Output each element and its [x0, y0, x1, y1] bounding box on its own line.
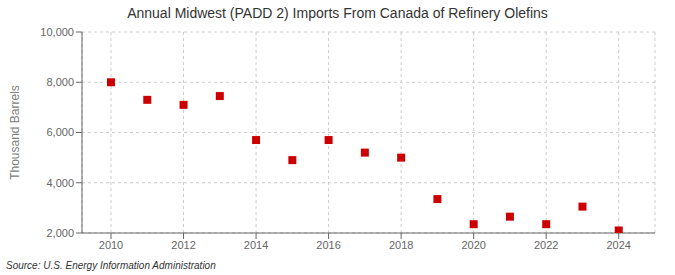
svg-text:2024: 2024	[606, 239, 630, 251]
svg-text:6,000: 6,000	[46, 126, 74, 138]
svg-text:2010: 2010	[99, 239, 123, 251]
svg-text:8,000: 8,000	[46, 76, 74, 88]
svg-text:2012: 2012	[171, 239, 195, 251]
svg-text:2020: 2020	[461, 239, 485, 251]
svg-text:Thousand Barrels: Thousand Barrels	[8, 85, 22, 180]
svg-text:2022: 2022	[534, 239, 558, 251]
svg-text:2018: 2018	[389, 239, 413, 251]
html-text:Source: U.S. Energy Informatio: Source: U.S. Energy Information Administ…	[6, 260, 216, 271]
svg-text:4,000: 4,000	[46, 177, 74, 189]
svg-text:2016: 2016	[316, 239, 340, 251]
svg-text:2,000: 2,000	[46, 227, 74, 239]
html-text:Annual Midwest (PADD 2) Import: Annual Midwest (PADD 2) Imports From Can…	[127, 5, 548, 21]
svg-text:10,000: 10,000	[40, 26, 74, 38]
svg-text:2014: 2014	[244, 239, 268, 251]
